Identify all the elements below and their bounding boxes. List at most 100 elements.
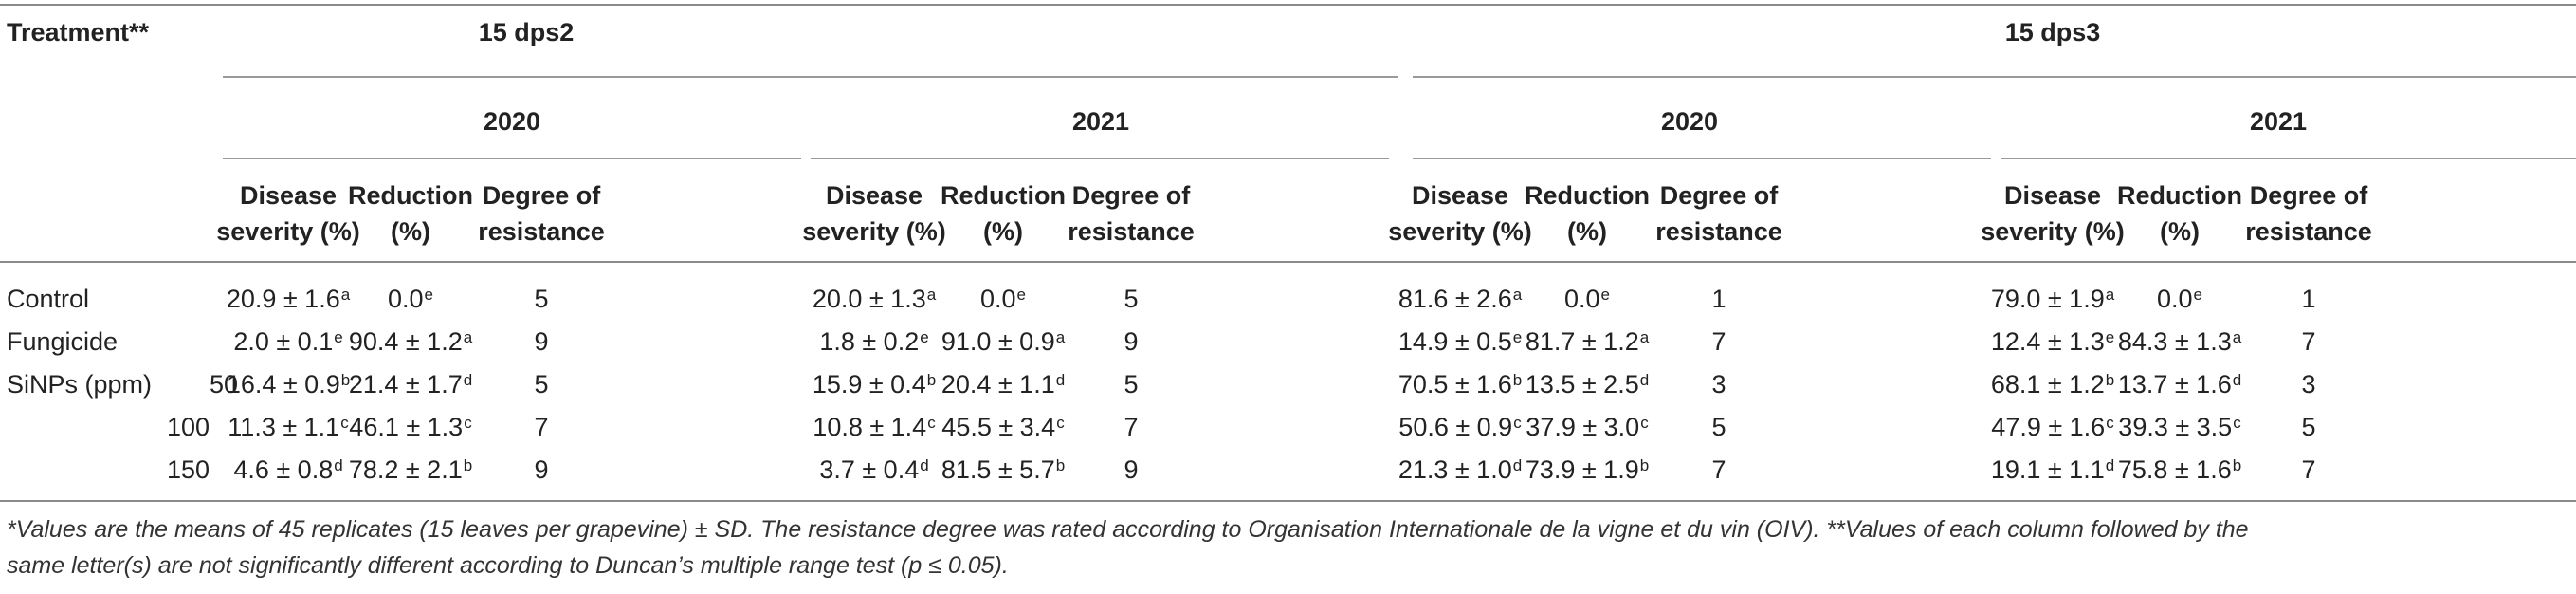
cell-value: 1 bbox=[2301, 285, 2316, 313]
cell-value: 21.3 ± 1.0 bbox=[1398, 455, 1512, 484]
column-header-line1: Reduction bbox=[348, 181, 473, 210]
cell-value: 39.3 ± 3.5 bbox=[2118, 413, 2233, 441]
cell-value: 7 bbox=[2301, 455, 2316, 484]
significance-letter: e bbox=[334, 328, 343, 346]
cell-value: 5 bbox=[534, 285, 549, 313]
table-cell: 68.1 ± 1.2b bbox=[1991, 369, 2114, 399]
cell-value: 10.8 ± 1.4 bbox=[813, 413, 927, 441]
column-header-line1: Disease bbox=[1411, 181, 1509, 210]
table-cell: 78.2 ± 2.1b bbox=[349, 455, 472, 485]
significance-letter: b bbox=[1055, 456, 1066, 474]
table-cell: 79.0 ± 1.9a bbox=[1991, 284, 2114, 314]
cell-value: 81.5 ± 5.7 bbox=[941, 455, 1055, 484]
year-header: 2021 bbox=[1071, 107, 1130, 136]
table-cell: 14.9 ± 0.5e bbox=[1398, 326, 1522, 357]
cell-value: 81.6 ± 2.6 bbox=[1398, 285, 1512, 313]
significance-letter: b bbox=[2232, 456, 2242, 474]
significance-letter: e bbox=[1600, 286, 1611, 304]
table-footnote-line2: same letter(s) are not significantly dif… bbox=[7, 552, 1009, 579]
table-cell: 0.0e bbox=[1564, 284, 1610, 314]
table-cell: 9 bbox=[1124, 455, 1138, 485]
cell-value: 0.0 bbox=[387, 285, 424, 313]
significance-letter: e bbox=[424, 286, 434, 304]
cell-value: 0.0 bbox=[2156, 285, 2193, 313]
significance-letter: c bbox=[1056, 414, 1065, 432]
cell-value: 19.1 ± 1.1 bbox=[1990, 455, 2105, 484]
cell-value: 0.0 bbox=[979, 285, 1016, 313]
cell-value: 9 bbox=[534, 327, 549, 356]
table-cell: 5 bbox=[1711, 412, 1726, 442]
table-cell: 7 bbox=[2301, 455, 2315, 485]
significance-letter: d bbox=[2105, 456, 2115, 474]
significance-letter: b bbox=[340, 371, 351, 389]
significance-letter: c bbox=[2106, 414, 2114, 432]
column-header-line1: Degree of bbox=[2249, 181, 2368, 210]
table-cell: 20.0 ± 1.3a bbox=[813, 284, 936, 314]
cell-value: 5 bbox=[1711, 413, 1726, 441]
significance-letter: d bbox=[463, 371, 473, 389]
cell-value: 7 bbox=[1711, 455, 1726, 484]
table-cell: 12.4 ± 1.3e bbox=[1991, 326, 2114, 357]
table-cell: 90.4 ± 1.2a bbox=[349, 326, 472, 357]
significance-letter: a bbox=[1055, 328, 1066, 346]
table-cell: 1 bbox=[2301, 284, 2315, 314]
significance-letter: d bbox=[1639, 371, 1650, 389]
column-header-line2: severity (%) bbox=[216, 217, 360, 246]
significance-letter: a bbox=[1512, 286, 1523, 304]
cell-value: 91.0 ± 0.9 bbox=[941, 327, 1055, 356]
cell-value: 50.6 ± 0.9 bbox=[1398, 413, 1513, 441]
table-cell: 13.7 ± 1.6d bbox=[2118, 369, 2241, 399]
cell-value: 1.8 ± 0.2 bbox=[819, 327, 920, 356]
significance-letter: a bbox=[2105, 286, 2115, 304]
column-header-line1: Degree of bbox=[482, 181, 601, 210]
column-header-line2: (%) bbox=[1567, 217, 1607, 246]
table-cell: 5 bbox=[534, 369, 548, 399]
cell-value: 13.7 ± 1.6 bbox=[2117, 370, 2232, 399]
table-cell: 19.1 ± 1.1d bbox=[1991, 455, 2114, 485]
column-header-line1: Disease bbox=[2003, 181, 2102, 210]
significance-letter: b bbox=[926, 371, 937, 389]
cell-value: 3 bbox=[1711, 370, 1726, 399]
row-sublabel-100: 100 bbox=[167, 413, 210, 441]
group-rule-dps3 bbox=[1413, 76, 2576, 78]
significance-letter: e bbox=[2105, 328, 2115, 346]
table-cell: 3.7 ± 0.4d bbox=[819, 455, 928, 485]
cell-value: 70.5 ± 1.6 bbox=[1398, 370, 1512, 399]
column-header-line1: Degree of bbox=[1659, 181, 1779, 210]
year-header: 2020 bbox=[483, 107, 541, 136]
table-cell: 7 bbox=[1711, 326, 1726, 357]
column-header-line2: resistance bbox=[478, 217, 605, 246]
group-rule-dps2 bbox=[223, 76, 1398, 78]
significance-letter: c bbox=[340, 414, 349, 432]
cell-value: 13.5 ± 2.5 bbox=[1525, 370, 1639, 399]
column-header-line2: (%) bbox=[983, 217, 1023, 246]
cell-value: 1 bbox=[1711, 285, 1726, 313]
table-cell: 2.0 ± 0.1e bbox=[233, 326, 342, 357]
significance-letter: d bbox=[334, 456, 343, 474]
cell-value: 37.9 ± 3.0 bbox=[1526, 413, 1640, 441]
significance-letter: c bbox=[927, 414, 936, 432]
cell-value: 5 bbox=[1124, 370, 1139, 399]
cell-value: 9 bbox=[1124, 327, 1139, 356]
row-sublabel-50: 50 bbox=[210, 370, 239, 399]
significance-letter: a bbox=[340, 286, 351, 304]
table-cell: 0.0e bbox=[980, 284, 1026, 314]
cell-value: 45.5 ± 3.4 bbox=[941, 413, 1056, 441]
table-cell: 5 bbox=[1124, 284, 1138, 314]
table-cell: 5 bbox=[1124, 369, 1138, 399]
significance-letter: a bbox=[1639, 328, 1650, 346]
significance-letter: a bbox=[463, 328, 473, 346]
significance-letter: b bbox=[1512, 371, 1523, 389]
table-cell: 91.0 ± 0.9a bbox=[941, 326, 1065, 357]
cell-value: 78.2 ± 2.1 bbox=[348, 455, 463, 484]
significance-letter: c bbox=[2233, 414, 2241, 432]
table-cell: 47.9 ± 1.6c bbox=[1991, 412, 2113, 442]
significance-letter: d bbox=[2232, 371, 2242, 389]
cell-value: 20.0 ± 1.3 bbox=[812, 285, 926, 313]
table-cell: 7 bbox=[534, 412, 548, 442]
cell-value: 84.3 ± 1.3 bbox=[2117, 327, 2232, 356]
table-cell: 1.8 ± 0.2e bbox=[819, 326, 928, 357]
significance-letter: b bbox=[1639, 456, 1650, 474]
group-header-dps3: 15 dps3 bbox=[2004, 18, 2101, 46]
table-cell: 9 bbox=[534, 455, 548, 485]
